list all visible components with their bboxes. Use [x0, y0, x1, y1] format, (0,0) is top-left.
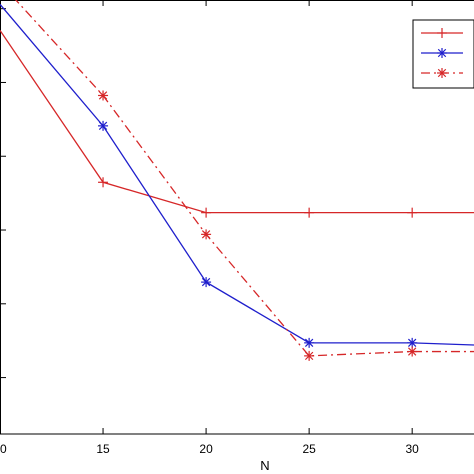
- data-point: [304, 337, 315, 348]
- data-point: [201, 277, 212, 288]
- series-3: [14, 0, 474, 361]
- data-point: [407, 337, 418, 348]
- data-point: [98, 177, 109, 188]
- asterisk-marker: [437, 68, 447, 78]
- asterisk-marker: [304, 351, 314, 361]
- data-point: [407, 207, 418, 218]
- series-line: [0, 3, 474, 346]
- data-point: [201, 229, 212, 240]
- asterisk-marker: [407, 338, 417, 348]
- series-2: [0, 3, 474, 348]
- legend: [412, 19, 474, 89]
- x-tick-label: 20: [199, 442, 213, 456]
- series-line: [0, 30, 474, 214]
- series-layer: [0, 0, 474, 361]
- x-axis-ticks: 10 15 20 25 30: [0, 0, 419, 456]
- asterisk-marker: [304, 338, 314, 348]
- asterisk-marker: [437, 48, 447, 58]
- series-line: [14, 0, 474, 357]
- x-tick-label: 15: [96, 442, 110, 456]
- legend-entry: [421, 48, 463, 58]
- data-point: [98, 90, 109, 101]
- data-point: [98, 120, 109, 131]
- legend-entry: [421, 68, 463, 78]
- x-tick-label: 25: [302, 442, 316, 456]
- asterisk-marker: [201, 277, 211, 287]
- data-point: [201, 207, 212, 218]
- asterisk-marker: [98, 91, 108, 100]
- series-1: [0, 30, 474, 218]
- asterisk-marker: [98, 121, 108, 131]
- data-point: [304, 350, 315, 361]
- x-tick-label: 10: [0, 442, 7, 456]
- data-point: [407, 346, 418, 357]
- asterisk-marker: [407, 347, 417, 356]
- x-tick-label: 30: [405, 442, 419, 456]
- data-point: [304, 207, 315, 218]
- x-axis-label: N: [260, 458, 269, 473]
- legend-entry: [421, 28, 463, 38]
- asterisk-marker: [201, 230, 211, 239]
- plot-frame: [0, 0, 474, 435]
